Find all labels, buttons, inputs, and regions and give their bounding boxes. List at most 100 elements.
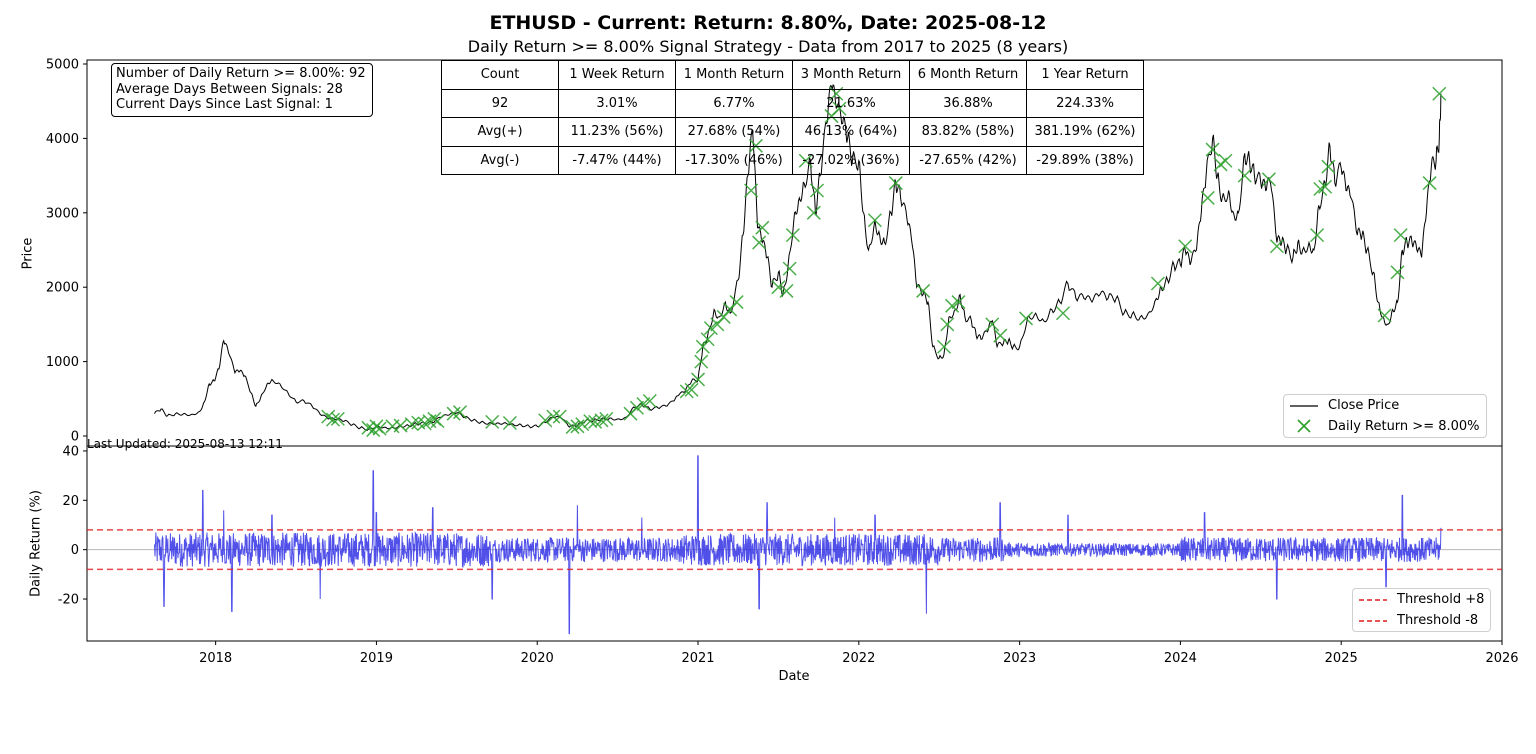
- signal-marker: [485, 414, 500, 429]
- table-cell: 27.68% (54%): [675, 117, 793, 147]
- x-tick-label: 2021: [681, 651, 714, 666]
- signal-marker: [430, 414, 445, 429]
- signal-marker: [752, 235, 767, 250]
- signal-marker: [411, 415, 426, 430]
- x-tick-label: 2025: [1325, 651, 1358, 666]
- signal-marker: [940, 317, 955, 332]
- x-marker-icon: [1297, 419, 1311, 433]
- signal-marker: [782, 261, 797, 276]
- signal-markers: [321, 86, 1447, 438]
- y-tick-label: 2000: [46, 281, 79, 296]
- signal-marker: [809, 183, 825, 198]
- signal-marker: [372, 421, 387, 436]
- signal-marker: [1055, 306, 1071, 321]
- table-header-cell: 1 Month Return: [675, 60, 793, 90]
- signal-marker: [1237, 168, 1252, 183]
- x-tick-label: 2020: [521, 651, 554, 666]
- signal-marker: [744, 183, 759, 198]
- signal-marker: [785, 228, 800, 243]
- table-cell: -27.02% (36%): [792, 145, 910, 175]
- return-y-label: Daily Return (%): [28, 490, 44, 597]
- legend-label: Close Price: [1328, 398, 1400, 413]
- signal-marker: [771, 280, 786, 295]
- signal-stats-box: Number of Daily Return >= 8.00%: 92 Aver…: [111, 63, 373, 117]
- signal-marker: [695, 339, 710, 354]
- signal-marker: [1422, 176, 1437, 191]
- signal-marker: [594, 413, 609, 428]
- signal-marker: [779, 283, 794, 298]
- signal-marker: [806, 205, 821, 220]
- signal-marker: [1377, 308, 1392, 323]
- signal-marker: [694, 354, 709, 369]
- signal-marker: [546, 409, 561, 424]
- signal-marker: [1205, 142, 1220, 157]
- signal-marker: [1313, 181, 1328, 197]
- signal-marker: [684, 382, 699, 397]
- signal-marker: [755, 220, 770, 235]
- signal-marker: [1318, 179, 1333, 194]
- chart-subtitle: Daily Return >= 8.00% Signal Strategy - …: [467, 37, 1069, 56]
- signal-marker: [1200, 190, 1215, 205]
- signal-marker: [1269, 239, 1284, 254]
- table-cell: 36.88%: [909, 88, 1027, 118]
- table-header-cell: 1 Year Return: [1026, 60, 1144, 90]
- signal-marker: [888, 176, 903, 191]
- signal-marker: [1390, 265, 1405, 280]
- table-cell: Avg(+): [441, 117, 559, 147]
- signal-marker: [945, 298, 960, 313]
- table-cell: 83.82% (58%): [909, 117, 1027, 147]
- dashed-line-icon: [1359, 599, 1387, 601]
- legend-label: Threshold -8: [1397, 613, 1479, 628]
- signal-marker: [1178, 239, 1193, 254]
- return-axes-frame: [86, 445, 1503, 642]
- signal-marker: [583, 414, 598, 429]
- table-cell: 6.77%: [675, 88, 793, 118]
- signal-marker: [867, 213, 882, 228]
- signal-marker: [502, 415, 517, 431]
- table-cell: -17.30% (46%): [675, 145, 793, 175]
- x-tick-label: 2024: [1164, 651, 1197, 666]
- x-tick-label: 2018: [199, 651, 232, 666]
- signal-marker: [538, 413, 553, 428]
- signal-marker: [453, 405, 468, 420]
- signal-marker: [325, 412, 341, 427]
- signal-marker: [690, 372, 706, 387]
- table-row: Avg(+) 11.23% (56%) 27.68% (54%) 46.13% …: [441, 117, 1144, 147]
- table-header-cell: 1 Week Return: [558, 60, 676, 90]
- legend-item-threshold-minus: Threshold -8: [1353, 610, 1490, 631]
- legend-item-threshold-plus: Threshold +8: [1353, 589, 1490, 610]
- last-updated-label: Last Updated: 2025-08-13 12:11: [87, 437, 283, 451]
- signal-marker: [1432, 86, 1447, 101]
- signal-marker: [1150, 276, 1165, 291]
- price-y-label: Price: [20, 237, 36, 270]
- signal-marker: [679, 384, 694, 399]
- y-tick-label: 40: [62, 444, 79, 459]
- table-row: Avg(-) -7.47% (44%) -17.30% (46%) -27.02…: [441, 145, 1144, 175]
- return-y-ticks: -20 0 20 40: [58, 444, 87, 608]
- y-tick-label: 1000: [46, 355, 79, 370]
- x-tick-label: 2022: [842, 651, 875, 666]
- dashed-line-icon: [1359, 620, 1387, 622]
- signal-marker: [629, 400, 644, 415]
- return-x-ticks: 2018 2019 2020 2021 2022 2023 2024 2025 2026: [199, 641, 1519, 666]
- returns-table: Count 1 Week Return 1 Month Return 3 Mon…: [441, 60, 1144, 175]
- price-legend: Close Price Daily Return >= 8.00%: [1283, 394, 1487, 438]
- x-tick-label: 2023: [1003, 651, 1036, 666]
- signal-marker: [729, 295, 744, 310]
- signal-marker: [700, 332, 715, 347]
- chart-title: ETHUSD - Current: Return: 8.80%, Date: 2…: [489, 12, 1047, 34]
- line-swatch-icon: [1290, 405, 1318, 407]
- return-legend: Threshold +8 Threshold -8: [1352, 588, 1492, 632]
- table-header-cell: Count: [441, 60, 559, 90]
- legend-label: Daily Return >= 8.00%: [1328, 419, 1480, 434]
- price-y-ticks: 0 1000 2000 3000 4000 5000: [46, 58, 87, 445]
- legend-item-close: Close Price: [1284, 395, 1486, 416]
- y-tick-label: 5000: [46, 58, 79, 73]
- stats-line-avg-days: Average Days Between Signals: 28: [116, 81, 343, 97]
- table-cell: 11.23% (56%): [558, 117, 676, 147]
- y-tick-label: 4000: [46, 132, 79, 147]
- table-cell: 46.13% (64%): [792, 117, 910, 147]
- signal-marker: [321, 409, 336, 424]
- signal-marker: [703, 321, 718, 336]
- signal-marker: [1019, 311, 1034, 326]
